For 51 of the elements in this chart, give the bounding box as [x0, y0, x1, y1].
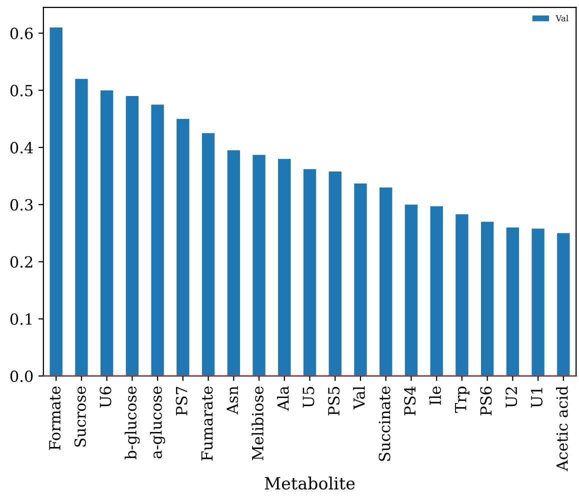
bar — [328, 171, 342, 376]
bar — [50, 27, 62, 376]
y-tick-label: 0.4 — [10, 142, 33, 154]
y-tick-label: 0.6 — [10, 28, 33, 40]
x-tick-label: Asn — [226, 386, 238, 415]
bar — [202, 133, 215, 376]
x-tick-label: PS4 — [404, 386, 416, 416]
bar — [557, 233, 570, 376]
y-tick-label: 0.1 — [10, 313, 32, 325]
x-tick-label: Sucrose — [74, 386, 86, 447]
bar — [75, 78, 88, 376]
x-tick-label: U5 — [302, 386, 314, 408]
bar — [480, 222, 494, 376]
bar — [506, 227, 520, 376]
x-tick-label: U6 — [100, 386, 112, 408]
bar — [404, 204, 418, 376]
y-tick-label: 0.5 — [10, 84, 33, 96]
x-tick-label: Val — [353, 386, 365, 410]
bar — [278, 158, 291, 376]
bar — [100, 90, 114, 376]
x-tick-label: U2 — [506, 387, 518, 408]
x-axis-title: Metabolite — [264, 476, 355, 490]
x-tick-label: Formate — [49, 386, 61, 450]
x-tick-label: Fumarate — [201, 386, 213, 460]
y-tick-label: 0.2 — [10, 256, 32, 268]
bar — [176, 118, 190, 376]
y-tick-label: 0.3 — [10, 199, 33, 211]
bar — [532, 228, 544, 376]
y-tick-label: 0.0 — [10, 370, 33, 382]
bar — [252, 154, 266, 376]
bar — [126, 96, 139, 376]
bar — [380, 187, 392, 376]
x-tick-label: PS6 — [480, 386, 492, 416]
bar — [456, 214, 468, 376]
bar — [303, 169, 316, 376]
x-tick-label: Trp — [455, 386, 470, 413]
x-tick-label: Acetic acid — [556, 386, 568, 472]
bar — [354, 183, 367, 376]
x-tick-label: PS7 — [176, 386, 188, 416]
x-tick-label: Ala — [277, 386, 289, 411]
x-tick-label: b-glucose — [124, 386, 140, 460]
x-tick-label: Succinate — [378, 386, 390, 461]
legend-label: Val — [556, 14, 568, 22]
bar — [151, 104, 164, 376]
bar — [227, 150, 240, 376]
bar — [430, 206, 443, 376]
x-tick-label: Melibiose — [252, 386, 264, 460]
x-tick-label: U1 — [530, 388, 542, 408]
x-tick-label: a-glucose — [150, 386, 166, 458]
x-tick-label: Ile — [429, 386, 442, 405]
x-tick-label: PS5 — [328, 386, 340, 416]
